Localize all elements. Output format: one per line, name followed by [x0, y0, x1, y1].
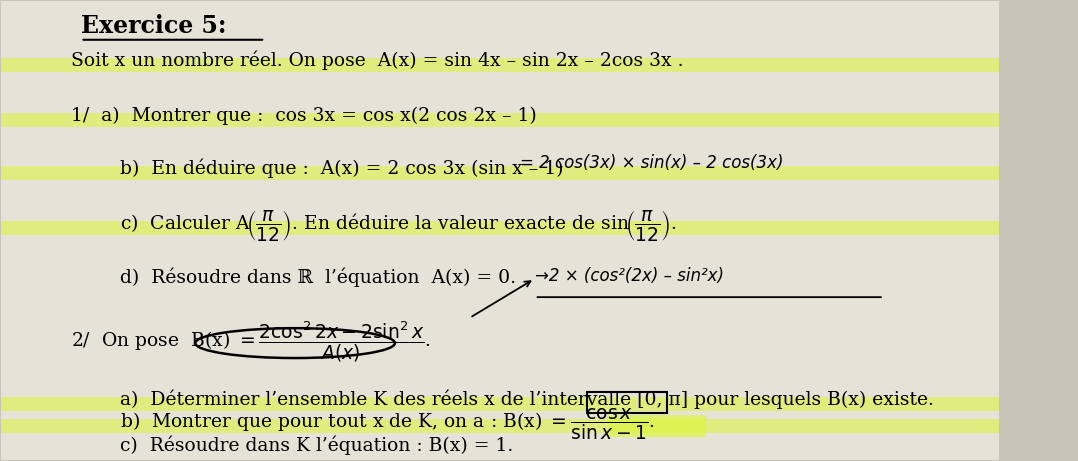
Text: 1/  a)  Montrer que :  cos 3x = cos x(2 cos 2x – 1): 1/ a) Montrer que : cos 3x = cos x(2 cos… — [70, 107, 536, 125]
FancyBboxPatch shape — [1, 397, 998, 411]
FancyBboxPatch shape — [1, 166, 998, 180]
Text: Exercice 5:: Exercice 5: — [81, 14, 226, 38]
Text: b)  Montrer que pour tout x de K, on a : B(x) $= \dfrac{\cos x}{\sin x - 1}$.: b) Montrer que pour tout x de K, on a : … — [121, 406, 655, 442]
FancyBboxPatch shape — [1, 221, 998, 235]
Text: = 2 cos(3x) × sin(x) – 2 cos(3x): = 2 cos(3x) × sin(x) – 2 cos(3x) — [520, 154, 783, 172]
Text: b)  En déduire que :  A(x) = 2 cos 3x (sin x – 1): b) En déduire que : A(x) = 2 cos 3x (sin… — [121, 159, 564, 178]
Text: d)  Résoudre dans ℝ  l’équation  A(x) = 0.: d) Résoudre dans ℝ l’équation A(x) = 0. — [121, 268, 516, 287]
Text: 2/  On pose  B(x) $= \dfrac{2\cos^2 2x - 2\sin^2 x}{A(x)}$.: 2/ On pose B(x) $= \dfrac{2\cos^2 2x - 2… — [70, 319, 430, 364]
Text: a)  Déterminer l’ensemble K des réels x de l’intervalle [0, π] pour lesquels B(x: a) Déterminer l’ensemble K des réels x d… — [121, 389, 935, 409]
Text: c)  Calculer A$\!\left(\dfrac{\pi}{12}\right)$. En déduire la valeur exacte de s: c) Calculer A$\!\left(\dfrac{\pi}{12}\ri… — [121, 208, 677, 243]
FancyBboxPatch shape — [1, 1, 998, 460]
Text: Soit x un nombre réel. On pose  A(x) = sin 4x – sin 2x – 2cos 3x .: Soit x un nombre réel. On pose A(x) = si… — [70, 50, 683, 70]
FancyBboxPatch shape — [1, 58, 998, 72]
Text: →2 × (cos²(2x) – sin²x): →2 × (cos²(2x) – sin²x) — [535, 267, 723, 285]
FancyBboxPatch shape — [1, 419, 998, 433]
FancyBboxPatch shape — [607, 415, 706, 437]
FancyBboxPatch shape — [1, 113, 998, 127]
Text: c)  Résoudre dans K l’équation : B(x) = 1.: c) Résoudre dans K l’équation : B(x) = 1… — [121, 436, 514, 455]
